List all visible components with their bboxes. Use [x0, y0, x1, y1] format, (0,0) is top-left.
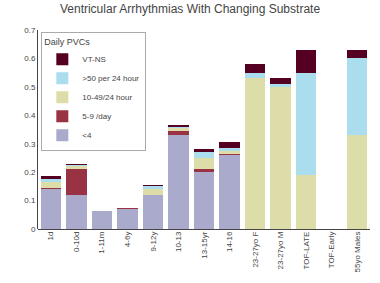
svg-text:Ventricular Arrhythmias With C: Ventricular Arrhythmias With Changing Su…	[60, 2, 320, 16]
svg-text:Daily PVCs: Daily PVCs	[44, 37, 90, 47]
svg-text:13-15yr: 13-15yr	[200, 231, 209, 258]
svg-text:0.6: 0.6	[24, 54, 36, 63]
svg-text:0-10d: 0-10d	[72, 232, 81, 252]
svg-text:9-12y: 9-12y	[149, 232, 158, 252]
svg-text:0.7: 0.7	[24, 26, 36, 35]
svg-text:0: 0	[31, 225, 36, 234]
svg-text:23-27yo F: 23-27yo F	[251, 231, 260, 267]
svg-text:>50 per 24 hour: >50 per 24 hour	[82, 74, 139, 83]
svg-text:0.3: 0.3	[24, 140, 36, 149]
svg-text:0.4: 0.4	[24, 111, 36, 120]
svg-text:0.1: 0.1	[24, 196, 36, 205]
svg-text:10-13: 10-13	[174, 231, 183, 252]
svg-text:5-9 /day: 5-9 /day	[82, 112, 111, 121]
svg-text:VT-NS: VT-NS	[82, 55, 106, 64]
svg-text:TOF-Early: TOF-Early	[327, 232, 336, 269]
svg-text:0.5: 0.5	[24, 83, 36, 92]
svg-text:<4: <4	[82, 131, 92, 140]
svg-text:0.2: 0.2	[24, 168, 36, 177]
svg-text:14-16: 14-16	[225, 231, 234, 252]
svg-text:23-27yo M: 23-27yo M	[276, 231, 285, 269]
svg-text:TOF-LATE: TOF-LATE	[302, 232, 311, 270]
svg-text:10-49/24 hour: 10-49/24 hour	[82, 93, 132, 102]
svg-text:1d: 1d	[46, 232, 55, 241]
svg-text:55yo Males: 55yo Males	[353, 232, 362, 273]
svg-text:4-6y: 4-6y	[123, 232, 132, 248]
svg-text:1-11m: 1-11m	[97, 231, 106, 253]
